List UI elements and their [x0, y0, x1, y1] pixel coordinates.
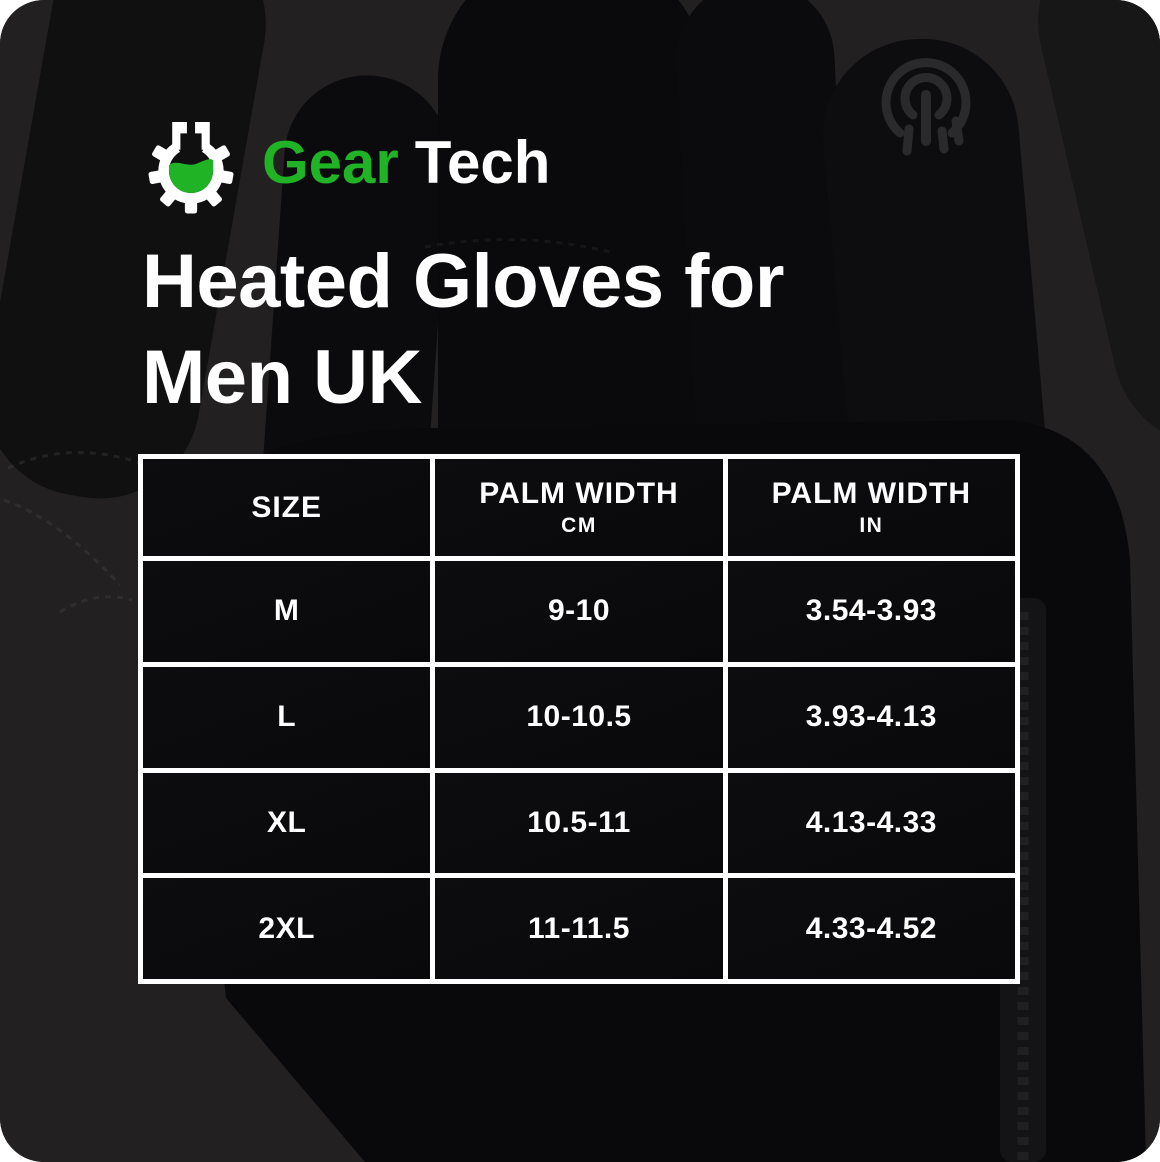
table-cell: 10.5-11 — [435, 772, 723, 874]
column-header-label: PALM WIDTH — [479, 477, 679, 510]
table-cell: 4.33-4.52 — [727, 878, 1015, 979]
table-cell: M — [143, 561, 431, 662]
brand-name: Gear Tech — [262, 128, 550, 197]
column-header-size: SIZE — [143, 459, 431, 556]
table-cell: L — [143, 666, 431, 768]
size-chart-table: SIZE PALM WIDTH CM PALM WIDTH IN M 9-10 … — [138, 454, 1020, 984]
page-title-line1: Heated Gloves for — [142, 239, 784, 324]
column-header-label: SIZE — [251, 490, 322, 524]
column-header-unit: CM — [561, 514, 597, 537]
brand-logo: Gear Tech — [142, 104, 550, 220]
page-title-line2: Men UK — [142, 334, 422, 420]
column-header-label: PALM WIDTH — [771, 477, 972, 510]
table-cell: 3.93-4.13 — [727, 666, 1015, 768]
table-cell: 3.54-3.93 — [727, 561, 1015, 662]
table-cell: 9-10 — [435, 561, 723, 662]
gear-flask-icon — [148, 121, 234, 214]
table-cell: 2XL — [143, 878, 431, 979]
brand-name-gear: Gear — [262, 128, 399, 196]
column-header-unit: IN — [859, 514, 884, 537]
table-cell: 10-10.5 — [435, 666, 723, 768]
table-cell: XL — [143, 772, 431, 874]
touchscreen-icon — [881, 58, 971, 156]
page-title: Heated Gloves for Men UK — [142, 234, 784, 426]
column-header-palm-width-in: PALM WIDTH IN — [727, 459, 1015, 556]
brand-name-tech: Tech — [414, 128, 551, 196]
table-cell: 4.13-4.33 — [727, 772, 1015, 874]
column-header-palm-width-cm: PALM WIDTH CM — [435, 459, 723, 556]
table-cell: 11-11.5 — [435, 878, 723, 979]
